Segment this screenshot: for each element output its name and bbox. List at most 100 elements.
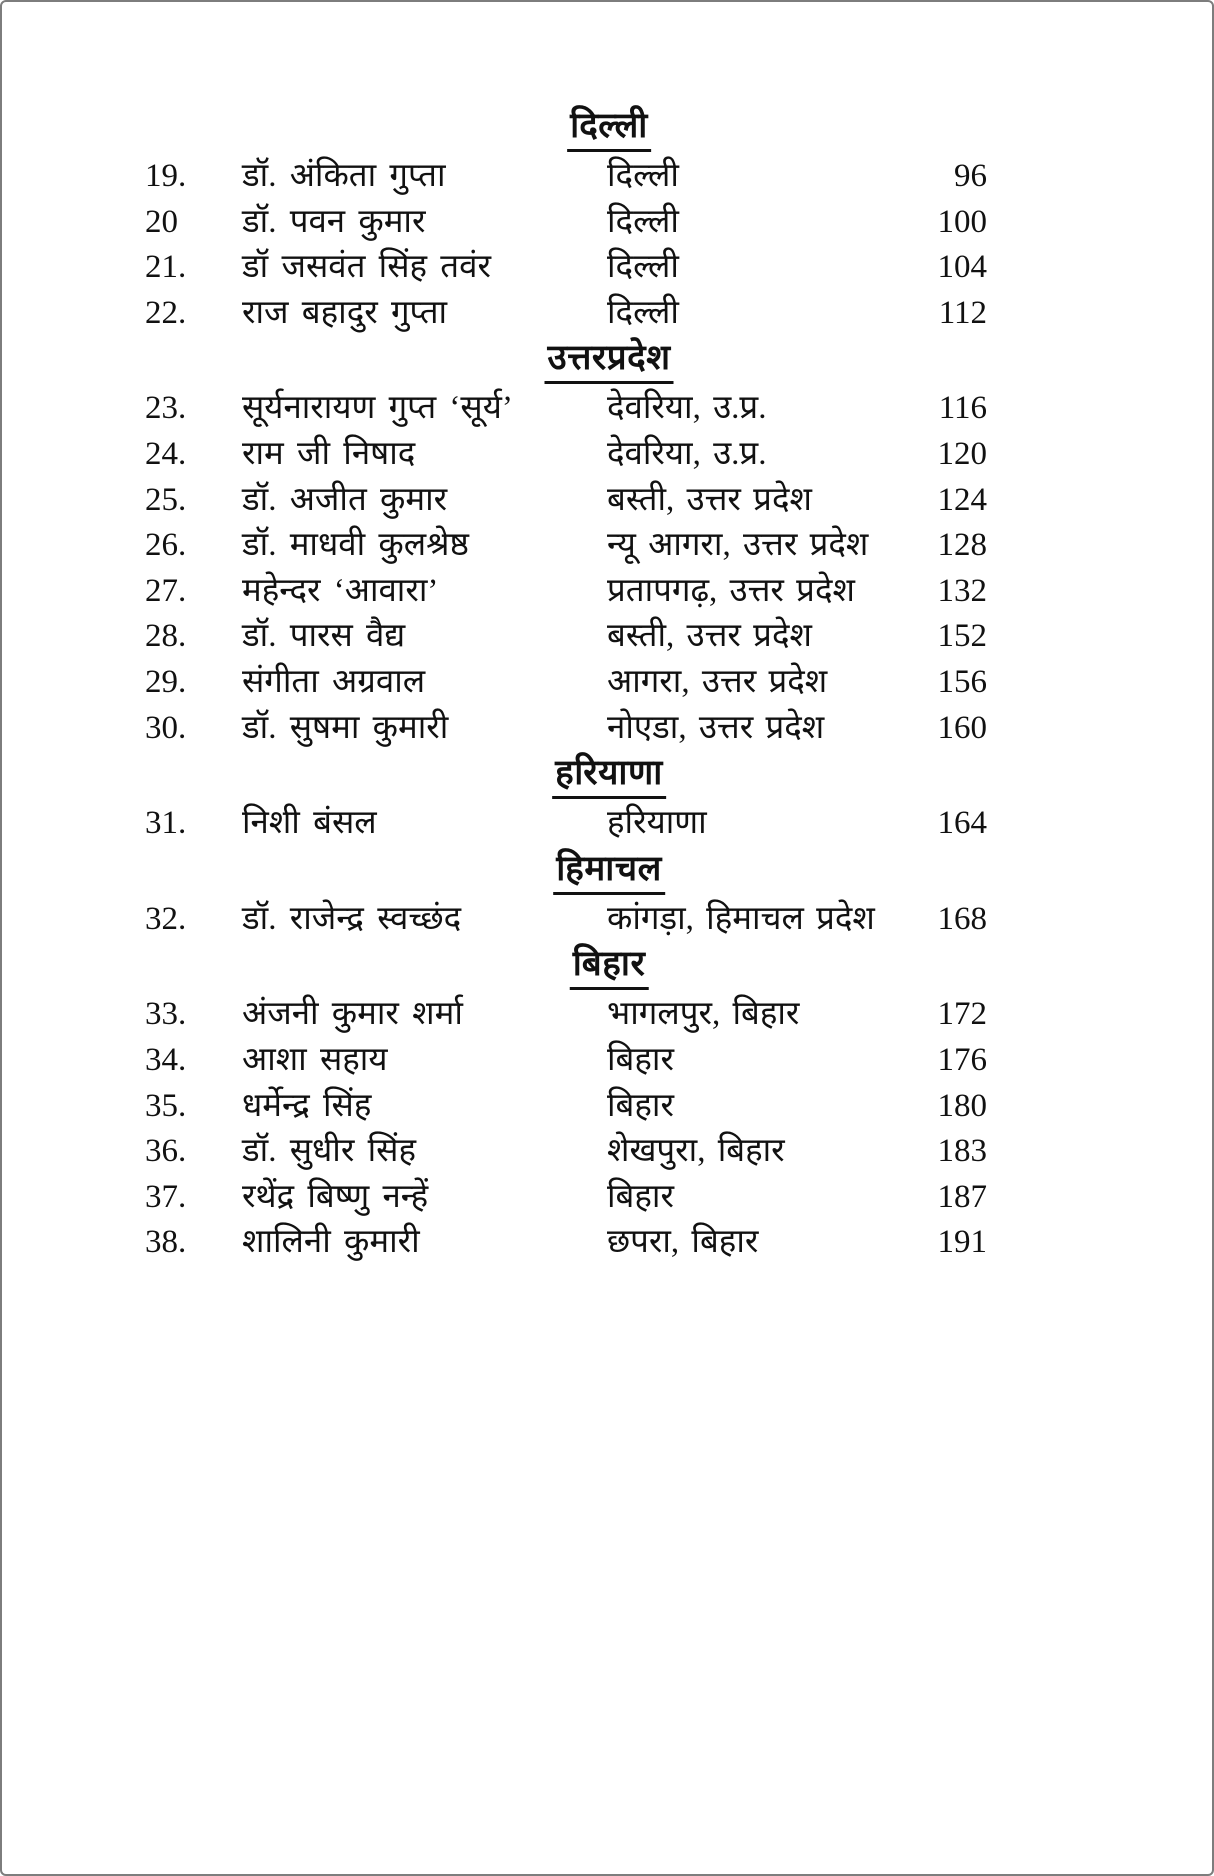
toc-row-page: 191 <box>937 1224 988 1261</box>
toc-row-name: राम जी निषाद <box>242 435 416 472</box>
toc-row-number: 21. <box>145 249 187 286</box>
table-row: 31. निशी बंसल हरियाणा 164 <box>2 801 1212 847</box>
toc-section-header: हिमाचल <box>2 847 1212 897</box>
toc-row-page: 104 <box>937 249 988 286</box>
table-row: 26. डॉ. माधवी कुलश्रेष्ठ न्यू आगरा, उत्त… <box>2 523 1212 569</box>
toc-row-number: 27. <box>145 572 187 609</box>
toc-row-page: 100 <box>937 203 988 240</box>
toc-row-number: 23. <box>145 390 187 427</box>
toc-row-name: सूर्यनारायण गुप्त ‘सूर्य’ <box>242 390 513 427</box>
toc-row-page: 132 <box>937 572 988 609</box>
toc-section-title: हरियाणा <box>552 751 666 800</box>
toc-row-number: 24. <box>145 435 187 472</box>
toc-row-place: छपरा, बिहार <box>607 1224 759 1261</box>
toc-row-place: देवरिया, उ.प्र. <box>607 435 767 472</box>
toc-row-number: 35. <box>145 1087 187 1124</box>
toc-row-number: 29. <box>145 663 187 700</box>
toc-row-place: नोएडा, उत्तर प्रदेश <box>607 709 825 746</box>
toc-row-number: 25. <box>145 481 187 518</box>
table-row: 24. राम जी निषाद देवरिया, उ.प्र. 120 <box>2 432 1212 478</box>
toc-row-number: 38. <box>145 1224 187 1261</box>
toc-row-page: 152 <box>937 618 988 655</box>
toc-row-name: डॉ. माधवी कुलश्रेष्ठ <box>242 527 469 564</box>
toc-row-number: 26. <box>145 527 187 564</box>
table-row: 36. डॉ. सुधीर सिंह शेखपुरा, बिहार 183 <box>2 1129 1212 1175</box>
toc-row-place: बिहार <box>607 1178 674 1215</box>
toc-row-page: 124 <box>937 481 988 518</box>
toc-row-number: 33. <box>145 996 187 1033</box>
toc-row-name: राज बहादुर गुप्ता <box>242 294 448 331</box>
table-row: 30. डॉ. सुषमा कुमारी नोएडा, उत्तर प्रदेश… <box>2 706 1212 752</box>
toc-row-number: 34. <box>145 1041 187 1078</box>
toc-row-name: आशा सहाय <box>242 1041 388 1078</box>
toc-row-place: न्यू आगरा, उत्तर प्रदेश <box>607 527 869 564</box>
toc-row-name: डॉ जसवंत सिंह तवंर <box>242 249 491 286</box>
toc-row-place: प्रतापगढ़, उत्तर प्रदेश <box>607 572 855 609</box>
toc-section-title: हिमाचल <box>553 847 665 895</box>
toc-row-page: 120 <box>937 435 988 472</box>
toc-row-page: 172 <box>937 996 988 1033</box>
toc-row-place: शेखपुरा, बिहार <box>607 1133 785 1170</box>
toc-row-name: डॉ. सुधीर सिंह <box>242 1133 416 1170</box>
toc-row-page: 187 <box>937 1178 988 1215</box>
toc-section-title: उत्तरप्रदेश <box>544 336 674 385</box>
toc-row-page: 156 <box>937 663 988 700</box>
toc-row-place: बस्ती, उत्तर प्रदेश <box>607 618 812 655</box>
toc-row-place: दिल्ली <box>607 294 679 331</box>
toc-row-place: दिल्ली <box>607 158 679 194</box>
table-row: 27. महेन्दर ‘आवारा’ प्रतापगढ़, उत्तर प्र… <box>2 569 1212 615</box>
toc-row-name: शालिनी कुमारी <box>242 1224 420 1261</box>
toc-row-number: 19. <box>145 158 187 194</box>
toc-row-page: 116 <box>938 390 987 427</box>
toc-row-number: 31. <box>145 805 187 842</box>
toc-row-number: 36. <box>145 1133 187 1170</box>
toc-section-header: बिहार <box>2 942 1212 992</box>
table-row: 21. डॉ जसवंत सिंह तवंर दिल्ली 104 <box>2 245 1212 291</box>
toc-row-page: 128 <box>937 527 988 564</box>
table-row: 20 डॉ. पवन कुमार दिल्ली 100 <box>2 200 1212 246</box>
toc-row-number: 22. <box>145 294 187 331</box>
toc-row-name: डॉ. अजीत कुमार <box>242 481 448 518</box>
table-row: 23. सूर्यनारायण गुप्त ‘सूर्य’ देवरिया, उ… <box>2 386 1212 432</box>
toc-row-place: कांगड़ा, हिमाचल प्रदेश <box>607 900 875 937</box>
toc-row-place: भागलपुर, बिहार <box>607 996 800 1033</box>
toc-row-page: 168 <box>937 900 988 937</box>
toc-row-place: बिहार <box>607 1087 674 1124</box>
table-row: 28. डॉ. पारस वैद्य बस्ती, उत्तर प्रदेश 1… <box>2 614 1212 660</box>
toc-row-page: 160 <box>937 709 988 746</box>
table-row: 37. रथेंद्र बिष्णु नन्हें बिहार 187 <box>2 1175 1212 1221</box>
toc-row-place: दिल्ली <box>607 203 679 240</box>
toc-row-page: 180 <box>937 1087 988 1124</box>
toc-row-name: अंजनी कुमार शर्मा <box>242 996 463 1033</box>
toc-section-header: हरियाणा <box>2 751 1212 801</box>
table-row: 35. धर्मेन्द्र सिंह बिहार 180 <box>2 1084 1212 1130</box>
table-row: 34. आशा सहाय बिहार 176 <box>2 1038 1212 1084</box>
toc-row-place: आगरा, उत्तर प्रदेश <box>607 663 828 700</box>
table-row: 32. डॉ. राजेन्द्र स्वच्छंद कांगड़ा, हिमा… <box>2 897 1212 943</box>
toc-row-number: 37. <box>145 1178 187 1215</box>
toc-section-title: बिहार <box>569 942 649 991</box>
table-row: 25. डॉ. अजीत कुमार बस्ती, उत्तर प्रदेश 1… <box>2 478 1212 524</box>
toc-row-name: महेन्दर ‘आवारा’ <box>242 572 439 609</box>
toc-section-title: दिल्ली <box>567 104 651 152</box>
table-row: 38. शालिनी कुमारी छपरा, बिहार 191 <box>2 1220 1212 1266</box>
toc-row-place: बस्ती, उत्तर प्रदेश <box>607 481 812 518</box>
table-row: 22. राज बहादुर गुप्ता दिल्ली 112 <box>2 291 1212 337</box>
toc-row-name: धर्मेन्द्र सिंह <box>242 1087 372 1124</box>
toc-row-name: डॉ. सुषमा कुमारी <box>242 709 449 746</box>
toc-row-name: संगीता अग्रवाल <box>242 663 426 700</box>
toc-content: दिल्ली 19. डॉ. अंकिता गुप्ता दिल्ली 96 2… <box>2 2 1212 1266</box>
table-row: 29. संगीता अग्रवाल आगरा, उत्तर प्रदेश 15… <box>2 660 1212 706</box>
toc-row-page: 112 <box>938 294 987 331</box>
toc-row-name: डॉ. पारस वैद्य <box>242 618 406 655</box>
toc-row-place: हरियाणा <box>607 805 707 842</box>
toc-row-page: 96 <box>954 158 987 194</box>
table-row: 33. अंजनी कुमार शर्मा भागलपुर, बिहार 172 <box>2 992 1212 1038</box>
toc-row-name: डॉ. अंकिता गुप्ता <box>242 158 446 194</box>
toc-row-name: रथेंद्र बिष्णु नन्हें <box>242 1178 429 1215</box>
toc-row-page: 164 <box>937 805 988 842</box>
toc-row-number: 32. <box>145 900 187 937</box>
toc-row-number: 20 <box>145 203 178 240</box>
toc-row-place: देवरिया, उ.प्र. <box>607 390 767 427</box>
